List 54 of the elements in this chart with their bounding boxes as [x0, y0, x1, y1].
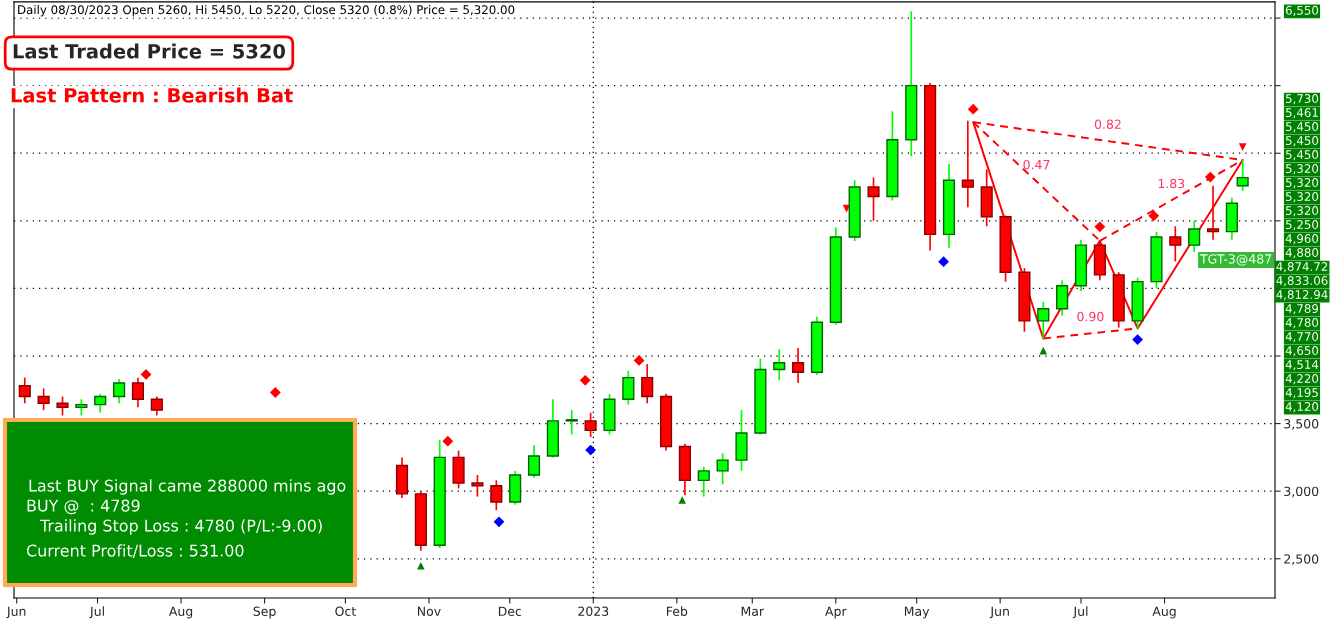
- text: 5,461: [1286, 108, 1318, 119]
- text: 5,320: [1286, 192, 1319, 203]
- x-tick-label: Feb: [667, 606, 688, 616]
- text: 5,450: [1286, 122, 1319, 133]
- x-tick-label: Dec: [498, 606, 522, 616]
- x-tick-label: Apr: [825, 606, 847, 619]
- annotation: Last Pattern : Bearish Bat: [11, 87, 293, 103]
- text: 4,833.06: [1276, 276, 1328, 287]
- text: 4,874.72: [1276, 262, 1328, 273]
- x-tick-label: Aug: [168, 606, 193, 619]
- y-tick-label: 3,000: [1284, 486, 1319, 498]
- text: 5,730: [1286, 94, 1319, 105]
- x-tick-label: Jul: [1072, 606, 1088, 619]
- annotation: Current Profit/Loss : 531.00: [26, 544, 244, 558]
- text: 5,450: [1286, 150, 1319, 161]
- text: 4,514: [1285, 360, 1319, 371]
- text: 4,960: [1285, 234, 1319, 245]
- text: 4,220: [1285, 374, 1319, 385]
- series-label: 0.82: [1094, 119, 1121, 129]
- x-tick-label: Jul: [89, 606, 104, 619]
- text: 4,770: [1285, 332, 1319, 343]
- annotation: Last BUY Signal came 288000 mins ago: [29, 479, 346, 495]
- y-tick-label: 3,500: [1284, 419, 1319, 430]
- text: 4,789: [1285, 304, 1319, 315]
- annotation: Trailing Stop Loss : 4780 (P/L:-9.00): [39, 519, 322, 535]
- x-tick-label: Mar: [741, 606, 765, 616]
- x-tick-label: Aug: [1152, 606, 1176, 619]
- text: 4,880: [1285, 248, 1319, 259]
- series-label: 0.90: [1077, 311, 1104, 322]
- x-tick-label: Jun: [989, 606, 1009, 619]
- annotation: TGT-3@487: [1199, 254, 1272, 266]
- text: 4,195: [1285, 388, 1318, 399]
- text: 5,450: [1286, 136, 1319, 147]
- annotation: BUY @ : 4789: [27, 499, 140, 515]
- text: 4,780: [1285, 318, 1319, 329]
- x-tick-label: May: [904, 606, 930, 619]
- x-tick-label: Jun: [6, 606, 26, 619]
- text: 4,650: [1285, 346, 1319, 357]
- series-label: 0.47: [1023, 159, 1050, 170]
- text: 6,550: [1285, 5, 1319, 16]
- text: 5,320: [1286, 178, 1319, 189]
- annotation: Last Traded Price = 5320: [13, 43, 286, 59]
- text: 4,120: [1285, 402, 1319, 413]
- text: 5,250: [1286, 220, 1319, 231]
- y-tick-label: 2,500: [1284, 554, 1319, 565]
- series-label: 1.83: [1158, 178, 1185, 189]
- x-tick-label: 2023: [578, 606, 609, 616]
- chart-title: Daily 08/30/2023 Open 5260, Hi 5450, Lo 5220, Close 5320 (0.8%) Price = 5,320.00: [18, 5, 515, 17]
- text: 5,320: [1286, 206, 1319, 217]
- text: 5,320: [1286, 164, 1319, 175]
- text: 4,812.94: [1276, 290, 1328, 301]
- x-tick-label: Oct: [335, 606, 356, 616]
- x-tick-label: Sep: [253, 606, 276, 619]
- x-tick-label: Nov: [417, 606, 441, 616]
